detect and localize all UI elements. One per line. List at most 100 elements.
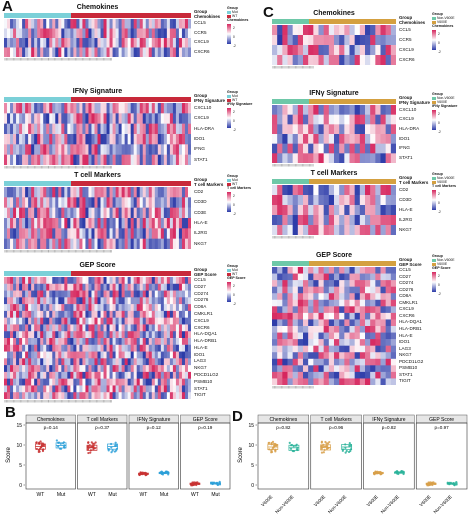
legend-swatch	[432, 100, 436, 104]
heatmap-legend: Group Mut WT Chemokines 2 0 -2	[227, 6, 248, 48]
data-point	[61, 442, 65, 445]
data-point	[91, 445, 94, 448]
data-point	[271, 448, 274, 451]
a-heatmap-1: Chemokines Group Chemokines CCL5 CCR5 CXCL9 CX…	[4, 4, 261, 72]
heatmap-name-label: GEP Score	[399, 262, 422, 267]
group-bar-left	[4, 181, 72, 186]
legend-item: V600E	[432, 180, 456, 184]
group-bar-left	[4, 271, 72, 276]
heatmap-row-label: HLA-DQA1	[399, 319, 422, 325]
group-bar-left	[272, 179, 310, 184]
legend-swatch	[432, 262, 436, 266]
group-bar-right	[309, 261, 396, 266]
y-tick-label: 5	[19, 463, 22, 469]
data-point	[109, 442, 113, 446]
p-value-label: p=0.37	[95, 425, 110, 430]
data-point	[402, 472, 405, 476]
group-bar-left	[272, 99, 310, 104]
data-point	[373, 472, 376, 475]
data-point	[192, 481, 196, 484]
heatmap-column-labels: ||||||||||||||||||||||||||||||||||||||||…	[272, 66, 314, 69]
legend-swatch	[227, 10, 231, 14]
x-tick-label: V600E	[260, 494, 273, 507]
legend-item: V600E	[432, 100, 457, 104]
data-point	[378, 471, 381, 474]
heatmap-row-label: CD8A	[194, 304, 207, 310]
data-point	[58, 447, 62, 450]
facet-title: Chemokines	[269, 417, 297, 423]
data-point	[55, 439, 58, 442]
x-tick-label: Mut	[160, 492, 169, 498]
heatmap-row-label: PDCD1LG2	[399, 358, 424, 364]
legend-swatch	[432, 16, 436, 20]
heatmap-row-label: PDCD1LG2	[194, 371, 219, 377]
data-point	[94, 441, 97, 444]
color-ramp	[227, 282, 231, 302]
group-bar-left	[272, 261, 310, 266]
facet-panel	[128, 422, 179, 490]
heatmap-row-label: TIGIT	[194, 392, 206, 398]
data-point	[191, 482, 194, 485]
heatmap-row-label: STAT1	[399, 154, 413, 160]
data-point	[433, 482, 437, 485]
heatmap-row-label: CXCL9	[399, 46, 414, 52]
heatmap-row-label: CXCL10	[194, 104, 212, 110]
legend-title: Group	[432, 172, 443, 176]
data-point	[87, 441, 90, 444]
y-tick-label: 15	[16, 423, 22, 429]
group-label: Group	[399, 175, 413, 180]
data-point	[345, 449, 348, 453]
panel-letter-c: C	[263, 4, 274, 21]
legend-swatch	[432, 20, 436, 24]
data-point	[446, 481, 449, 484]
color-ramp-label: 2	[233, 26, 235, 30]
data-point	[107, 449, 110, 452]
color-ramp-label: 0	[233, 203, 235, 207]
p-value-label: p=0.12	[147, 425, 162, 430]
group-label: Group	[194, 177, 208, 182]
y-tick-label: 10	[248, 443, 254, 449]
heatmap-name-label: IFNγ Signature	[194, 98, 225, 103]
color-ramp-label: -2	[438, 292, 441, 296]
data-point	[115, 449, 118, 452]
data-point	[448, 482, 451, 485]
data-point	[110, 446, 113, 449]
heatmap-name-label: GEP Score	[194, 272, 217, 277]
data-point	[291, 449, 294, 453]
data-point	[344, 443, 347, 446]
facet-title: GEP Score	[193, 417, 218, 423]
heatmap-title: IFNγ Signature	[309, 90, 359, 97]
legend-subtitle: GEP Score	[227, 276, 246, 280]
x-tick-label: Mut	[211, 492, 220, 498]
data-point	[296, 446, 299, 449]
legend-swatch	[227, 94, 231, 98]
y-axis-label: Score	[238, 447, 244, 463]
facet-title: T cell Markers	[87, 417, 119, 423]
data-point	[325, 445, 328, 448]
heatmap-row-label: HLA-DQA1	[194, 331, 217, 337]
data-point	[114, 441, 117, 444]
color-ramp	[227, 108, 231, 128]
y-tick-label: 10	[16, 443, 22, 449]
heatmap-row-label: CD3D	[399, 196, 412, 202]
data-point	[218, 480, 221, 483]
heatmap-row-label: IL2RG	[194, 230, 208, 236]
data-point	[274, 442, 277, 446]
group-bar-left	[4, 97, 72, 102]
data-point	[57, 445, 60, 448]
legend-title: Group	[227, 90, 238, 94]
data-point	[323, 448, 326, 451]
data-point	[328, 440, 331, 444]
data-point	[191, 484, 194, 487]
heatmap-row-label: HLA-DRA	[194, 125, 215, 131]
data-point	[38, 441, 41, 444]
heatmap-row-label: NKG7	[194, 365, 207, 371]
heatmap-row-label: CCR5	[399, 36, 412, 42]
group-label: Group	[194, 9, 208, 14]
color-ramp-label: 2	[233, 110, 235, 114]
facet-panel	[180, 422, 231, 490]
heatmap-row-label: IL2RG	[399, 216, 413, 222]
heatmap-row-label: CCL5	[399, 266, 411, 272]
data-point	[167, 471, 170, 474]
